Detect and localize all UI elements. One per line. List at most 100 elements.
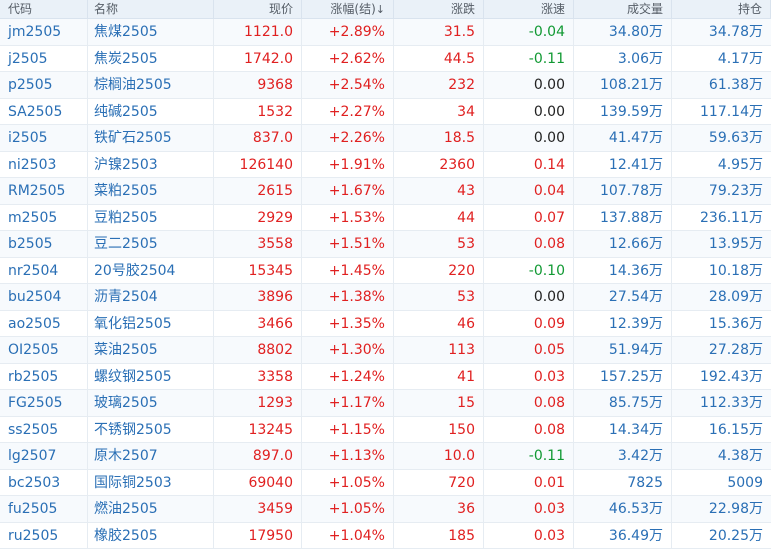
cell-volume: 34.80万	[574, 19, 672, 45]
cell-code: rb2505	[0, 363, 88, 389]
cell-change: 44.5	[394, 45, 484, 71]
cell-volume: 137.88万	[574, 204, 672, 230]
cell-change: 720	[394, 469, 484, 495]
cell-open-interest: 5009	[727, 474, 763, 491]
table-row[interactable]: jm2505 焦煤2505 1121.0 +2.89% 31.5 -0.04 34.80万 3…	[0, 19, 771, 46]
cell-volume: 3.42万	[574, 443, 672, 469]
table-row[interactable]: p2505 棕榈油2505 9368 +2.54% 232 0.00 108.21万 61.3…	[0, 72, 771, 99]
cell-speed: 0.00	[484, 125, 574, 151]
cell-change: 46	[394, 310, 484, 336]
table-row[interactable]: m2505 豆粕2505 2929 +1.53% 44 0.07 137.88万 236.11…	[0, 204, 771, 231]
cell-change: 36	[394, 496, 484, 522]
cell-volume: 14.36万	[574, 257, 672, 283]
cell-name: 沥青2504	[88, 284, 214, 310]
cell-price: 2615	[214, 178, 302, 204]
cell-code: OI2505	[0, 337, 88, 363]
cell-open-interest: 4.17万	[717, 50, 763, 67]
cell-change: 220	[394, 257, 484, 283]
cell-pct: +1.38%	[302, 284, 394, 310]
cell-name: 不锈钢2505	[88, 416, 214, 442]
cell-name: 豆粕2505	[88, 204, 214, 230]
column-header-speed[interactable]: 涨速	[484, 0, 574, 18]
cell-change: 34	[394, 98, 484, 124]
cell-open-interest: 79.23万	[708, 183, 763, 199]
cell-price: 3358	[214, 363, 302, 389]
cell-price: 837.0	[214, 125, 302, 151]
cell-code: jm2505	[0, 19, 88, 45]
cell-name: 氧化铝2505	[88, 310, 214, 336]
cell-volume: 12.66万	[574, 231, 672, 257]
table-row[interactable]: b2505 豆二2505 3558 +1.51% 53 0.08 12.66万 13.95万	[0, 231, 771, 258]
cell-code: b2505	[0, 231, 88, 257]
cell-price: 1532	[214, 98, 302, 124]
table-header: 代码 名称 现价 涨幅(结)↓ 涨跌 涨速 成交量 持仓	[0, 0, 771, 19]
column-header-open-interest[interactable]: 持仓	[672, 0, 771, 18]
cell-code: ao2505	[0, 310, 88, 336]
table-row[interactable]: ao2505 氧化铝2505 3466 +1.35% 46 0.09 12.39万 15.36…	[0, 310, 771, 337]
cell-name: 原木2507	[88, 443, 214, 469]
cell-name: 棕榈油2505	[88, 72, 214, 98]
column-header-volume[interactable]: 成交量	[574, 0, 672, 18]
cell-pct: +1.13%	[302, 443, 394, 469]
column-header-code[interactable]: 代码	[0, 0, 88, 18]
table-row[interactable]: ru2505 橡胶2505 17950 +1.04% 185 0.03 36.49万 20.2…	[0, 522, 771, 549]
cell-volume: 12.41万	[574, 151, 672, 177]
cell-price: 3558	[214, 231, 302, 257]
table-row[interactable]: i2505 铁矿石2505 837.0 +2.26% 18.5 0.00 41.47万 59.…	[0, 125, 771, 152]
table-row[interactable]: rb2505 螺纹钢2505 3358 +1.24% 41 0.03 157.25万 192.…	[0, 363, 771, 390]
cell-pct: +1.17%	[302, 390, 394, 416]
cell-price: 13245	[214, 416, 302, 442]
table-row[interactable]: OI2505 菜油2505 8802 +1.30% 113 0.05 51.94万 27.28…	[0, 337, 771, 364]
cell-volume: 3.06万	[574, 45, 672, 71]
table-row[interactable]: lg2507 原木2507 897.0 +1.13% 10.0 -0.11 3.42万 4.3…	[0, 443, 771, 470]
cell-open-interest: 10.18万	[708, 262, 763, 279]
table-row[interactable]: RM2505 菜粕2505 2615 +1.67% 43 0.04 107.78万 79.23…	[0, 178, 771, 205]
cell-speed: 0.04	[484, 178, 574, 204]
table-row[interactable]: ni2503 沪镍2503 126140 +1.91% 2360 0.14 12.41万 4.…	[0, 151, 771, 178]
table-row[interactable]: SA2505 纯碱2505 1532 +2.27% 34 0.00 139.59万 117.1…	[0, 98, 771, 125]
cell-pct: +1.91%	[302, 151, 394, 177]
table-row[interactable]: ss2505 不锈钢2505 13245 +1.15% 150 0.08 14.34万 16.…	[0, 416, 771, 443]
cell-pct: +1.67%	[302, 178, 394, 204]
cell-name: 菜油2505	[88, 337, 214, 363]
cell-name: 国际铜2503	[88, 469, 214, 495]
table-row[interactable]: bc2503 国际铜2503 69040 +1.05% 720 0.01 7825 5009	[0, 469, 771, 496]
cell-code: i2505	[0, 125, 88, 151]
cell-code: lg2507	[0, 443, 88, 469]
cell-pct: +1.05%	[302, 496, 394, 522]
cell-open-interest: 4.38万	[717, 448, 763, 464]
cell-pct: +2.54%	[302, 72, 394, 98]
cell-change: 31.5	[394, 19, 484, 45]
cell-speed: 0.00	[484, 98, 574, 124]
cell-change: 185	[394, 522, 484, 548]
table-row[interactable]: FG2505 玻璃2505 1293 +1.17% 15 0.08 85.75万 112.33…	[0, 390, 771, 417]
cell-code: ss2505	[0, 416, 88, 442]
cell-volume: 108.21万	[574, 72, 672, 98]
column-header-pct[interactable]: 涨幅(结)↓	[302, 0, 394, 18]
cell-code: bc2503	[0, 469, 88, 495]
table-row[interactable]: bu2504 沥青2504 3896 +1.38% 53 0.00 27.54万 28.09万	[0, 284, 771, 311]
table-row[interactable]: fu2505 燃油2505 3459 +1.05% 36 0.03 46.53万 22.98万	[0, 496, 771, 523]
cell-volume: 7825	[574, 469, 672, 495]
cell-speed: 0.14	[484, 151, 574, 177]
cell-speed: -0.11	[484, 443, 574, 469]
cell-name: 豆二2505	[88, 231, 214, 257]
cell-speed: -0.04	[484, 19, 574, 45]
column-header-change[interactable]: 涨跌	[394, 0, 484, 18]
table-row[interactable]: nr2504 20号胶2504 15345 +1.45% 220 -0.10 14.36万 1…	[0, 257, 771, 284]
column-header-price[interactable]: 现价	[214, 0, 302, 18]
cell-speed: 0.09	[484, 310, 574, 336]
cell-change: 15	[394, 390, 484, 416]
table-row[interactable]: j2505 焦炭2505 1742.0 +2.62% 44.5 -0.11 3.06万 4.1…	[0, 45, 771, 72]
cell-open-interest: 28.09万	[708, 289, 763, 305]
cell-open-interest: 13.95万	[708, 236, 763, 252]
cell-name: 橡胶2505	[88, 522, 214, 548]
cell-name: 玻璃2505	[88, 390, 214, 416]
cell-code: RM2505	[0, 178, 88, 204]
cell-volume: 14.34万	[574, 416, 672, 442]
cell-speed: 0.08	[484, 231, 574, 257]
cell-open-interest: 236.11万	[700, 209, 763, 226]
cell-code: ru2505	[0, 522, 88, 548]
column-header-name[interactable]: 名称	[88, 0, 214, 18]
cell-open-interest: 192.43万	[700, 368, 763, 385]
